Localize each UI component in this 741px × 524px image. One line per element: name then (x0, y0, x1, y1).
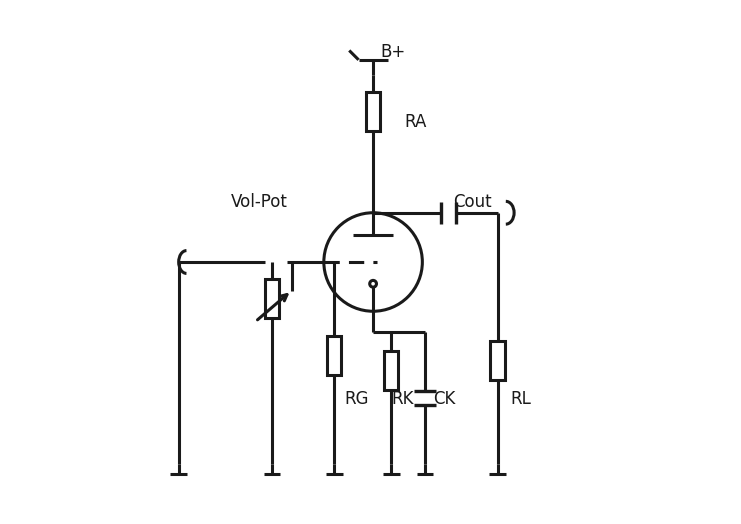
Text: B+: B+ (381, 43, 406, 61)
Bar (384, 352, 399, 390)
Bar (327, 336, 342, 375)
Text: RL: RL (511, 390, 531, 408)
Bar (265, 279, 279, 318)
Text: Cout: Cout (453, 193, 492, 211)
Bar (491, 341, 505, 380)
Bar (366, 92, 380, 131)
Text: CK: CK (433, 390, 455, 408)
Text: RG: RG (345, 390, 369, 408)
Text: Vol-Pot: Vol-Pot (230, 193, 288, 211)
Text: RA: RA (404, 113, 427, 131)
Text: RK: RK (391, 390, 413, 408)
